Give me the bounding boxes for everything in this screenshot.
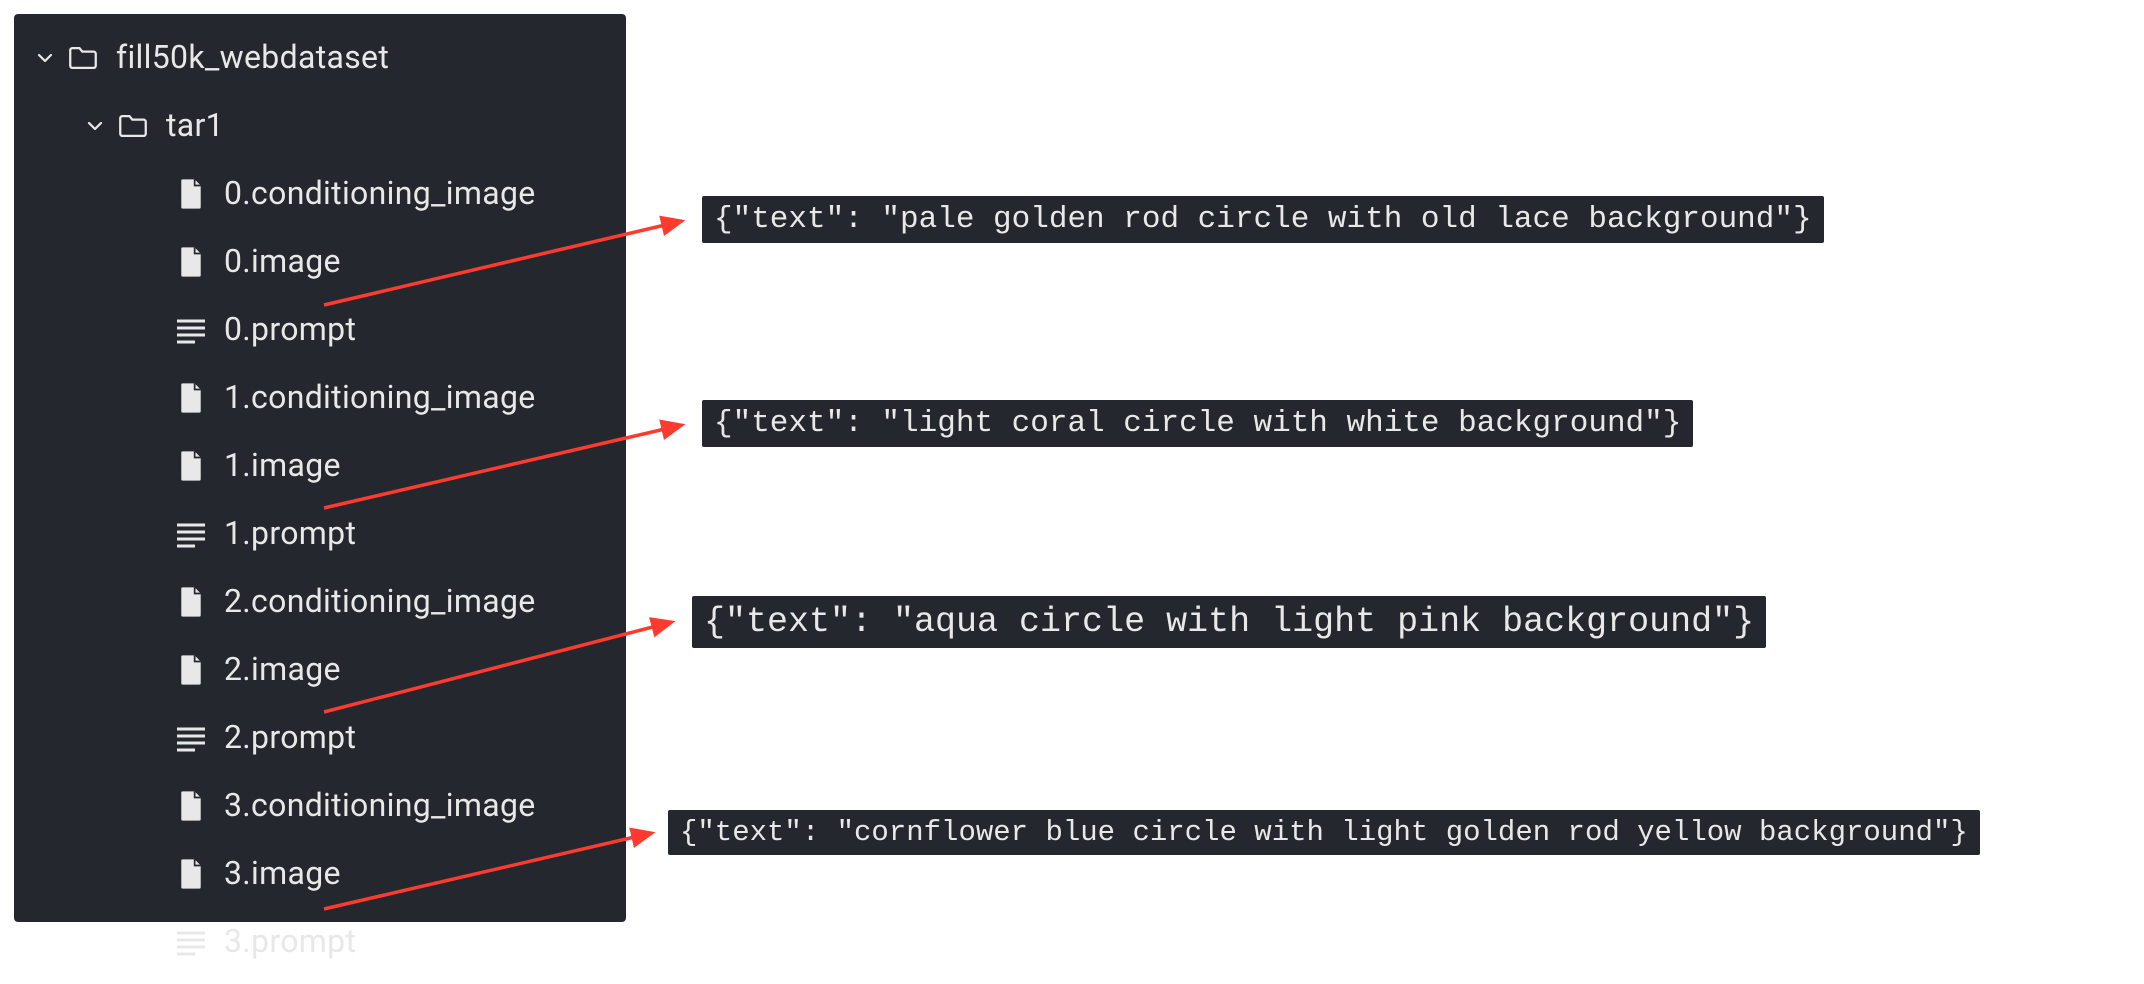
tree-label-file: 1.prompt bbox=[224, 512, 356, 555]
chevron-down-icon bbox=[34, 47, 56, 69]
file-icon bbox=[174, 653, 208, 687]
chevron-down-icon bbox=[84, 115, 106, 137]
tree-row-file[interactable]: 2.prompt bbox=[14, 704, 626, 772]
tree-label-file: 2.image bbox=[224, 648, 341, 691]
folder-icon bbox=[116, 109, 150, 143]
tree-row-file[interactable]: 3.conditioning_image bbox=[14, 772, 626, 840]
file-icon bbox=[174, 789, 208, 823]
file-icon bbox=[174, 177, 208, 211]
text-file-icon bbox=[174, 517, 208, 551]
tree-row-file[interactable]: 2.conditioning_image bbox=[14, 568, 626, 636]
tree-label-file: 0.conditioning_image bbox=[224, 172, 536, 215]
tree-label-file: 1.image bbox=[224, 444, 341, 487]
file-icon bbox=[174, 381, 208, 415]
tree-label-file: 1.conditioning_image bbox=[224, 376, 536, 419]
tree-row-file[interactable]: 0.conditioning_image bbox=[14, 160, 626, 228]
json-snippet: {"text": "pale golden rod circle with ol… bbox=[702, 196, 1824, 243]
tree-label-file: 3.image bbox=[224, 852, 341, 895]
json-snippet: {"text": "light coral circle with white … bbox=[702, 400, 1693, 447]
file-icon bbox=[174, 857, 208, 891]
tree-row-file[interactable]: 1.image bbox=[14, 432, 626, 500]
json-snippet: {"text": "cornflower blue circle with li… bbox=[668, 810, 1980, 855]
tree-row-child[interactable]: tar1 bbox=[14, 92, 626, 160]
tree-label-child: tar1 bbox=[166, 104, 224, 147]
tree-row-file[interactable]: 1.prompt bbox=[14, 500, 626, 568]
tree-row-file[interactable]: 0.prompt bbox=[14, 296, 626, 364]
tree-label-file: 2.conditioning_image bbox=[224, 580, 536, 623]
tree-label-root: fill50k_webdataset bbox=[116, 36, 389, 79]
folder-icon bbox=[66, 41, 100, 75]
file-tree-panel: fill50k_webdataset tar1 0.conditioning_i… bbox=[14, 14, 626, 922]
tree-row-root[interactable]: fill50k_webdataset bbox=[14, 24, 626, 92]
tree-row-file[interactable]: 3.prompt bbox=[14, 908, 626, 976]
file-icon bbox=[174, 449, 208, 483]
tree-row-file[interactable]: 3.image bbox=[14, 840, 626, 908]
file-icon bbox=[174, 245, 208, 279]
json-snippet: {"text": "aqua circle with light pink ba… bbox=[692, 596, 1766, 648]
tree-row-file[interactable]: 2.image bbox=[14, 636, 626, 704]
text-file-icon bbox=[174, 313, 208, 347]
tree-label-file: 0.image bbox=[224, 240, 341, 283]
tree-row-file[interactable]: 1.conditioning_image bbox=[14, 364, 626, 432]
tree-label-file: 2.prompt bbox=[224, 716, 356, 759]
tree-label-file: 3.prompt bbox=[224, 920, 356, 963]
file-icon bbox=[174, 585, 208, 619]
tree-label-file: 3.conditioning_image bbox=[224, 784, 536, 827]
text-file-icon bbox=[174, 925, 208, 959]
tree-label-file: 0.prompt bbox=[224, 308, 356, 351]
text-file-icon bbox=[174, 721, 208, 755]
tree-row-file[interactable]: 0.image bbox=[14, 228, 626, 296]
